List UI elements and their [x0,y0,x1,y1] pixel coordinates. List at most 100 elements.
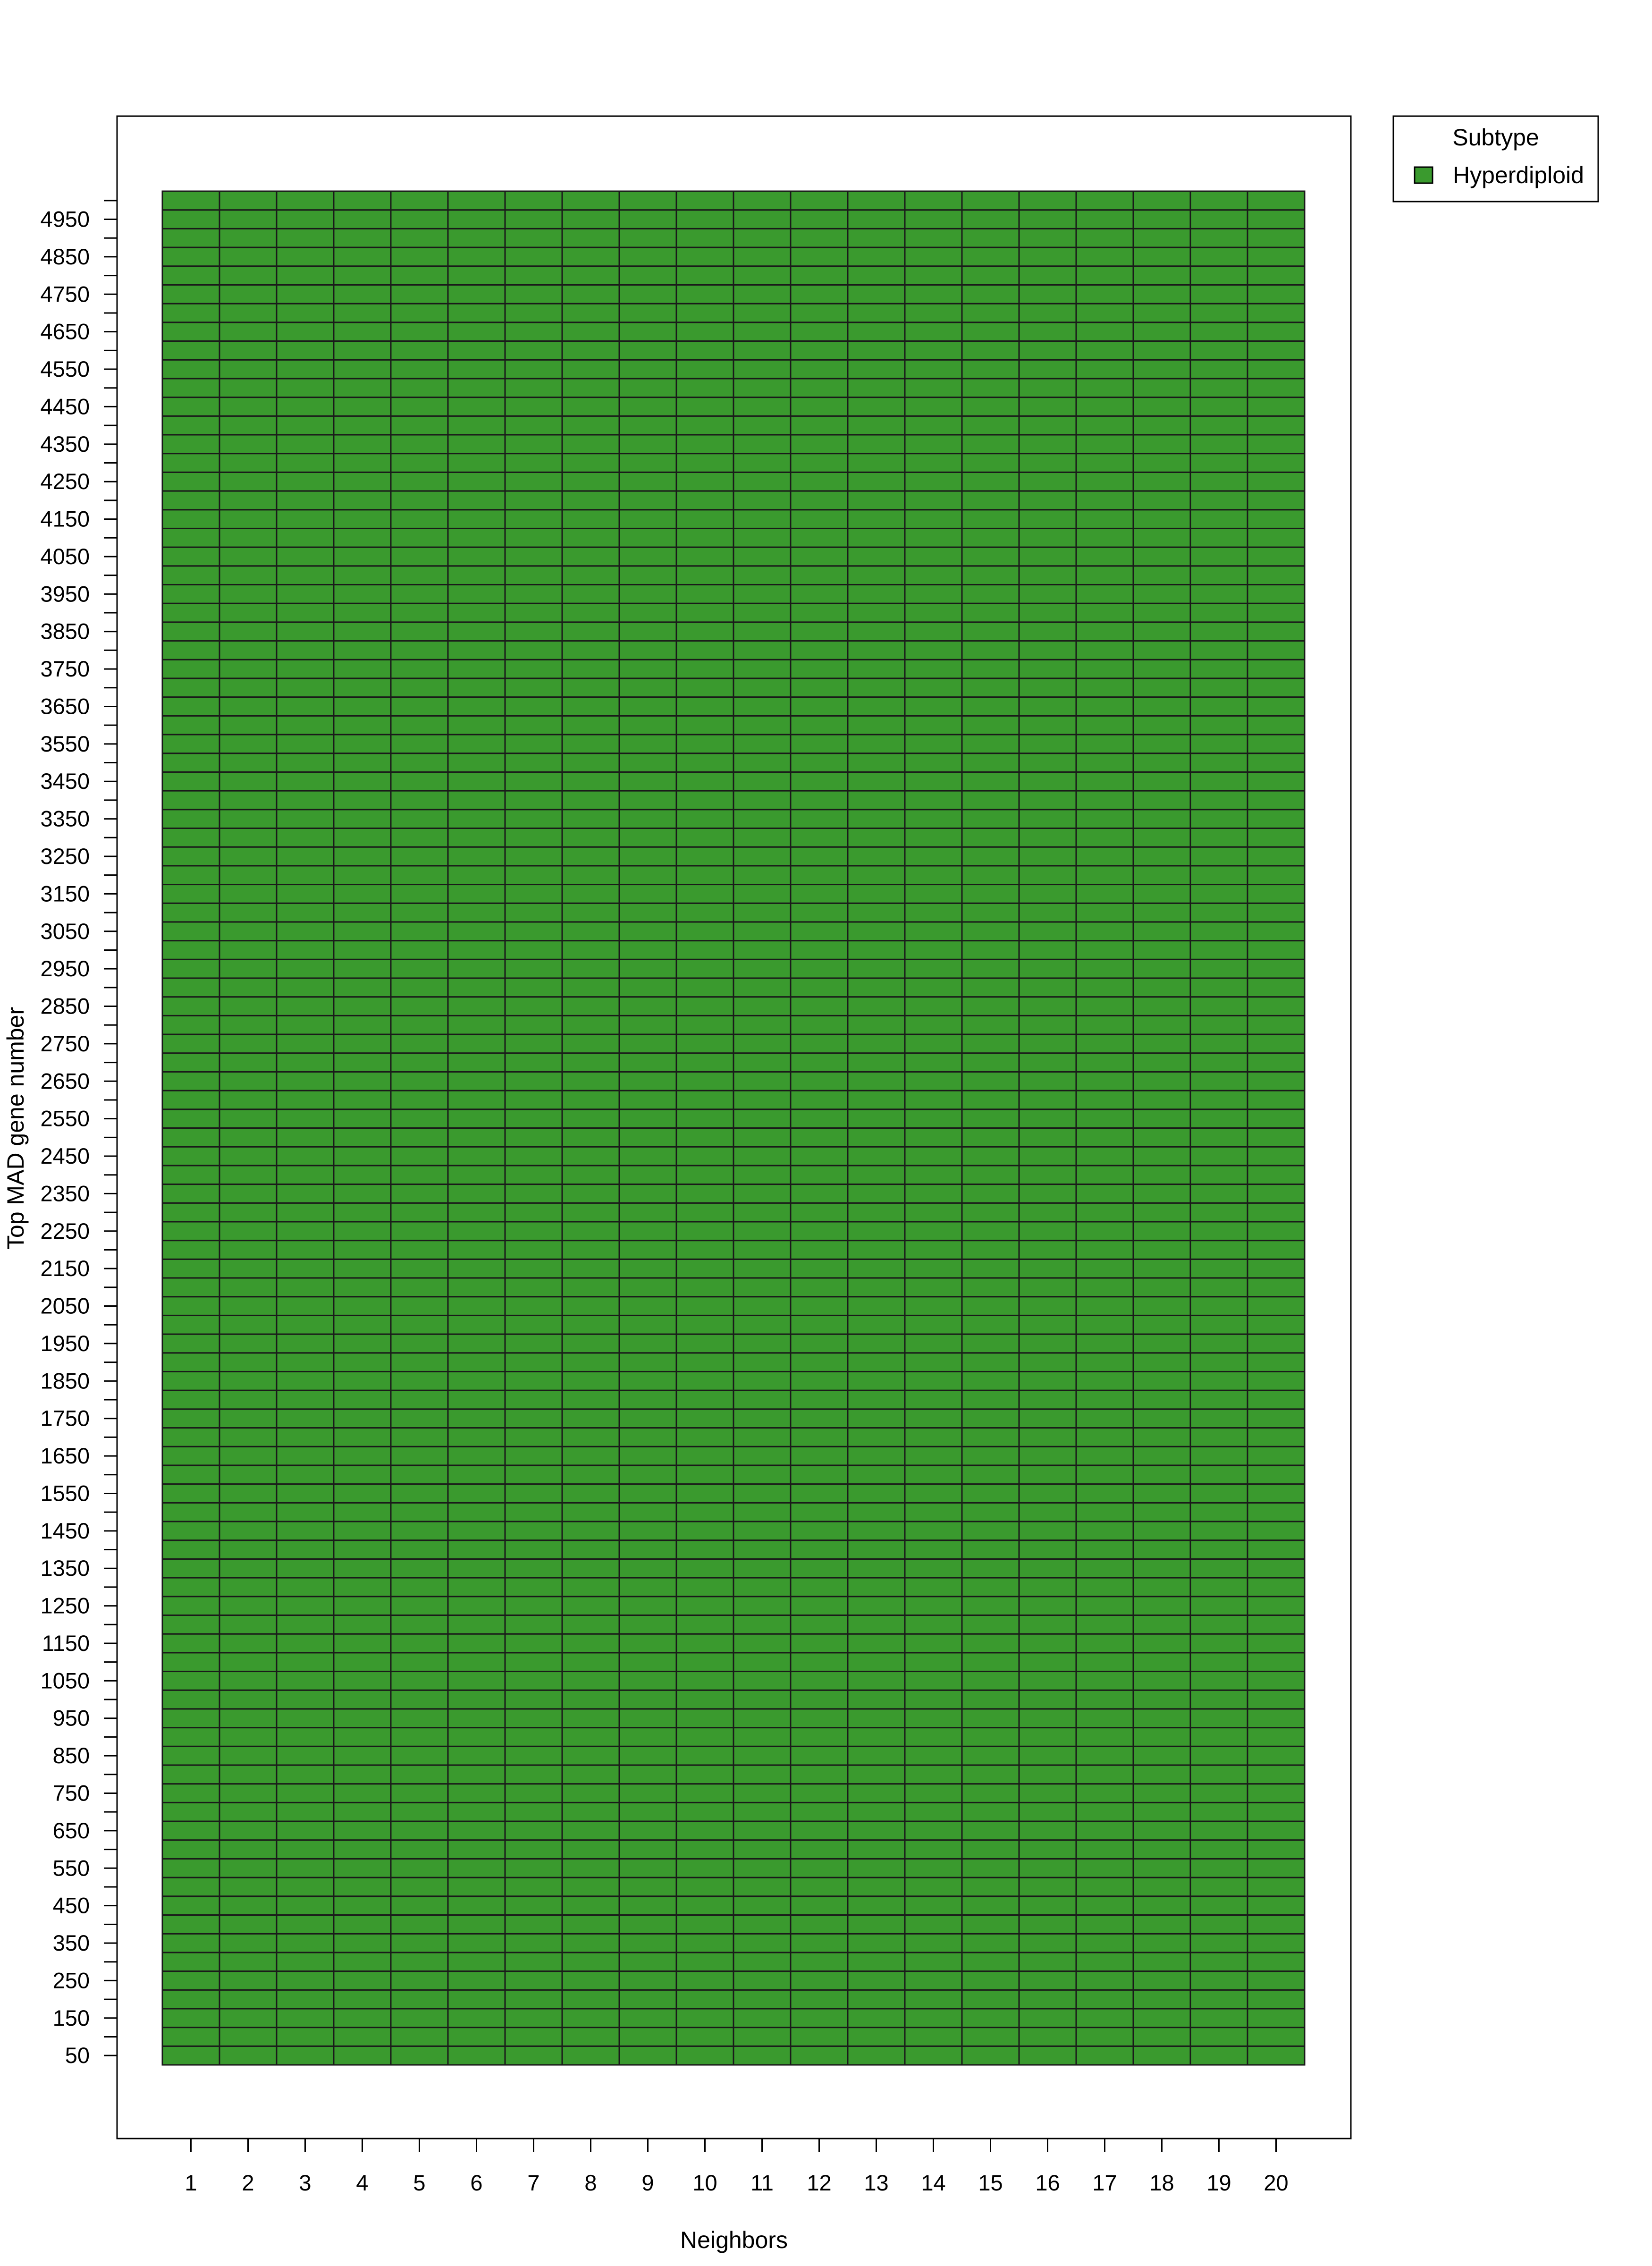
heatmap-cell-18-2550 [1132,1108,1191,1129]
heatmap-cell-6-2800 [447,1015,506,1035]
heatmap-cell-5-4400 [390,415,449,436]
heatmap-cell-2-650 [219,1820,278,1841]
heatmap-cell-17-4150 [1075,509,1134,529]
y-tick-label-350: 350 [53,1930,90,1955]
heatmap-cell-10-3000 [675,940,734,960]
heatmap-cell-4-100 [333,2027,392,2047]
heatmap-cell-11-4750 [733,284,792,304]
heatmap-cell-20-350 [1247,1933,1306,1953]
heatmap-cell-19-2700 [1189,1052,1248,1073]
heatmap-cell-16-200 [1018,1989,1077,2010]
heatmap-cell-2-50 [219,2045,278,2066]
heatmap-cell-9-900 [618,1727,677,1747]
heatmap-cell-4-450 [333,1895,392,1916]
heatmap-cell-7-2700 [504,1052,563,1073]
heatmap-cell-2-2050 [219,1296,278,1316]
heatmap-cell-20-2500 [1247,1127,1306,1148]
heatmap-cell-8-3750 [561,659,620,679]
heatmap-cell-5-2000 [390,1314,449,1335]
heatmap-cell-7-600 [504,1839,563,1860]
heatmap-cell-5-4100 [390,527,449,548]
heatmap-cell-20-800 [1247,1764,1306,1785]
heatmap-cell-7-4050 [504,546,563,567]
heatmap-cell-9-450 [618,1895,677,1916]
heatmap-cell-4-4100 [333,527,392,548]
heatmap-cell-4-1550 [333,1483,392,1504]
heatmap-cell-16-3150 [1018,884,1077,904]
heatmap-cell-7-2800 [504,1015,563,1035]
heatmap-cell-5-4150 [390,509,449,529]
heatmap-cell-6-3350 [447,809,506,829]
heatmap-cell-5-700 [390,1801,449,1822]
heatmap-cell-14-4150 [904,509,963,529]
heatmap-cell-18-3050 [1132,921,1191,942]
heatmap-cell-1-50 [161,2045,220,2066]
heatmap-cell-9-2050 [618,1296,677,1316]
heatmap-cell-12-800 [790,1764,849,1785]
heatmap-cell-17-1100 [1075,1652,1134,1673]
heatmap-cell-10-2200 [675,1240,734,1260]
heatmap-cell-14-100 [904,2027,963,2047]
heatmap-cell-2-3300 [219,827,278,848]
heatmap-cell-17-1850 [1075,1370,1134,1391]
heatmap-cell-4-4500 [333,378,392,398]
heatmap-cell-6-3300 [447,827,506,848]
heatmap-cell-3-2050 [276,1296,335,1316]
heatmap-cell-12-950 [790,1708,849,1729]
heatmap-cell-7-4350 [504,434,563,455]
heatmap-cell-4-1950 [333,1333,392,1354]
heatmap-cell-12-2950 [790,958,849,979]
heatmap-cell-4-1800 [333,1389,392,1410]
heatmap-cell-18-750 [1132,1783,1191,1803]
heatmap-cell-14-2550 [904,1108,963,1129]
heatmap-cell-20-4650 [1247,321,1306,342]
heatmap-cell-17-3600 [1075,715,1134,736]
heatmap-cell-5-1000 [390,1689,449,1710]
heatmap-cell-11-3500 [733,753,792,773]
heatmap-cell-10-1650 [675,1446,734,1466]
heatmap-cell-20-2550 [1247,1108,1306,1129]
heatmap-cell-17-3200 [1075,865,1134,886]
heatmap-cell-19-4350 [1189,434,1248,455]
heatmap-cell-12-3900 [790,602,849,623]
heatmap-cell-13-2800 [847,1015,906,1035]
heatmap-cell-9-1700 [618,1427,677,1447]
heatmap-cell-12-3300 [790,827,849,848]
y-tick-label-250: 250 [53,1968,90,1993]
heatmap-cell-10-4200 [675,490,734,511]
heatmap-cell-6-2250 [447,1221,506,1242]
heatmap-cell-1-2500 [161,1127,220,1148]
heatmap-cell-13-4000 [847,565,906,585]
heatmap-cell-20-3600 [1247,715,1306,736]
heatmap-cell-10-3600 [675,715,734,736]
heatmap-cell-5-1050 [390,1671,449,1691]
heatmap-cell-15-450 [961,1895,1020,1916]
heatmap-cell-8-4700 [561,303,620,323]
heatmap-cell-18-500 [1132,1877,1191,1897]
heatmap-cell-2-950 [219,1708,278,1729]
heatmap-cell-14-50 [904,2045,963,2066]
heatmap-cell-3-4150 [276,509,335,529]
y-tick-label-2150: 2150 [40,1256,90,1281]
heatmap-cell-7-500 [504,1877,563,1897]
heatmap-cell-10-3850 [675,621,734,642]
heatmap-cell-10-1250 [675,1596,734,1616]
heatmap-cell-5-3350 [390,809,449,829]
heatmap-cell-13-2100 [847,1277,906,1298]
heatmap-cell-1-4200 [161,490,220,511]
heatmap-cell-3-2900 [276,977,335,998]
heatmap-cell-10-3550 [675,734,734,754]
heatmap-cell-15-300 [961,1952,1020,1972]
heatmap-cell-13-3450 [847,771,906,792]
heatmap-cell-5-500 [390,1877,449,1897]
heatmap-cell-4-4150 [333,509,392,529]
heatmap-cell-8-3700 [561,677,620,698]
heatmap-cell-3-2700 [276,1052,335,1073]
heatmap-cell-16-4350 [1018,434,1077,455]
heatmap-cell-11-2950 [733,958,792,979]
heatmap-cell-3-2350 [276,1184,335,1204]
heatmap-cell-13-300 [847,1952,906,1972]
heatmap-cell-10-3950 [675,583,734,604]
heatmap-cell-20-1000 [1247,1689,1306,1710]
heatmap-cell-5-1450 [390,1521,449,1541]
